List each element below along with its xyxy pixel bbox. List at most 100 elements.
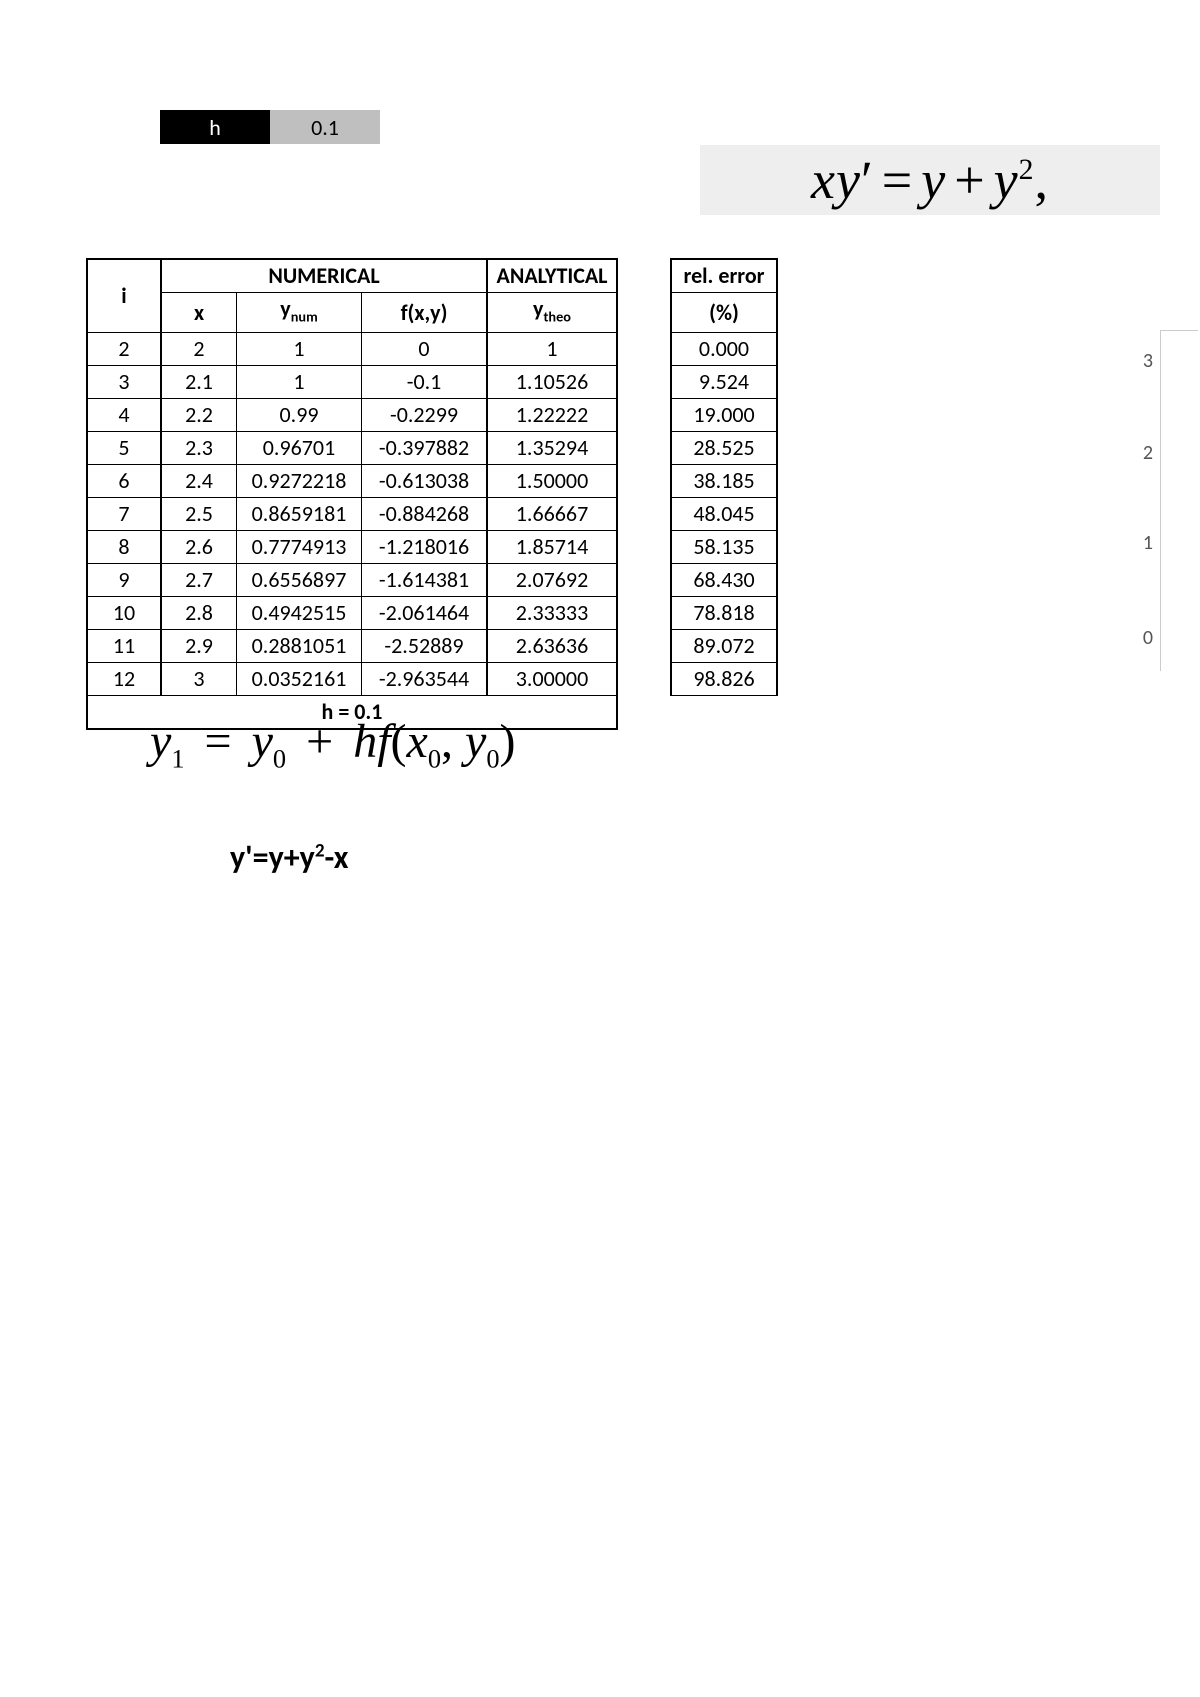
h-label: h <box>160 110 270 144</box>
table-row: 221010.000 <box>87 333 777 366</box>
cell-ytheo: 3.00000 <box>487 663 617 696</box>
cell-x: 2 <box>161 333 237 366</box>
header-fxy: f(x,y) <box>362 293 488 333</box>
gap-cell <box>617 696 671 730</box>
table-row: 72.50.8659181-0.8842681.66667 48.045 <box>87 498 777 531</box>
cell-x: 2.8 <box>161 597 237 630</box>
axis-label: 2 <box>1143 441 1153 465</box>
equation-xy-prime: xy′=y+y2, <box>700 145 1160 215</box>
cell-err: 0.000 <box>671 333 777 366</box>
cell-err: 58.135 <box>671 531 777 564</box>
header-percent: (%) <box>671 293 777 333</box>
cell-ynum: 0.7774913 <box>237 531 362 564</box>
cell-err: 78.818 <box>671 597 777 630</box>
cell-fxy: -2.061464 <box>362 597 488 630</box>
cell-i: 4 <box>87 399 161 432</box>
table-row: 82.60.7774913-1.2180161.85714 58.135 <box>87 531 777 564</box>
cell-ytheo: 2.63636 <box>487 630 617 663</box>
cell-i: 8 <box>87 531 161 564</box>
cell-ytheo: 1.50000 <box>487 465 617 498</box>
cell-fxy: -1.218016 <box>362 531 488 564</box>
cell-err: 48.045 <box>671 498 777 531</box>
cell-err: 9.524 <box>671 366 777 399</box>
cell-x: 2.9 <box>161 630 237 663</box>
cell-ynum: 0.96701 <box>237 432 362 465</box>
cell-x: 2.3 <box>161 432 237 465</box>
header-numerical: NUMERICAL <box>161 259 487 293</box>
equation-euler: y1 = y0 + hf(x0, y0) <box>150 714 516 775</box>
cell-i: 3 <box>87 366 161 399</box>
header-ytheo: ytheo <box>487 293 617 333</box>
cell-i: 6 <box>87 465 161 498</box>
results-table-wrap: i NUMERICAL ANALYTICAL rel. error x ynum… <box>86 258 778 730</box>
cell-ynum: 0.8659181 <box>237 498 362 531</box>
cell-ytheo: 2.33333 <box>487 597 617 630</box>
cell-fxy: -0.2299 <box>362 399 488 432</box>
gap-cell <box>617 531 671 564</box>
cell-ytheo: 1.10526 <box>487 366 617 399</box>
cell-x: 2.4 <box>161 465 237 498</box>
cell-x: 2.5 <box>161 498 237 531</box>
table-row: 32.11-0.11.105269.524 <box>87 366 777 399</box>
gap-cell <box>617 465 671 498</box>
cell-ynum: 0.0352161 <box>237 663 362 696</box>
cell-ytheo: 1.66667 <box>487 498 617 531</box>
cell-ytheo: 1.22222 <box>487 399 617 432</box>
cell-x: 2.1 <box>161 366 237 399</box>
cell-ynum: 0.2881051 <box>237 630 362 663</box>
table-row: 52.30.96701-0.3978821.3529428.525 <box>87 432 777 465</box>
axis-labels: 3 2 1 0 <box>1160 330 1198 671</box>
axis-label: 1 <box>1143 531 1153 555</box>
table-body: 221010.00032.11-0.11.105269.52442.20.99-… <box>87 333 777 696</box>
cell-i: 12 <box>87 663 161 696</box>
cell-fxy: -0.884268 <box>362 498 488 531</box>
cell-x: 2.6 <box>161 531 237 564</box>
gap-cell <box>617 399 671 432</box>
cell-fxy: -0.397882 <box>362 432 488 465</box>
cell-ytheo: 1.85714 <box>487 531 617 564</box>
axis-label: 0 <box>1143 626 1153 650</box>
cell-fxy: -2.963544 <box>362 663 488 696</box>
axis-label: 3 <box>1143 349 1153 373</box>
cell-err: 68.430 <box>671 564 777 597</box>
results-table: i NUMERICAL ANALYTICAL rel. error x ynum… <box>86 258 778 730</box>
cell-err: 89.072 <box>671 630 777 663</box>
cell-fxy: -0.613038 <box>362 465 488 498</box>
gap-cell <box>617 498 671 531</box>
cell-i: 7 <box>87 498 161 531</box>
h-parameter-box: h 0.1 <box>160 110 380 144</box>
equation-yprime: y'=y+y2-x <box>230 838 349 877</box>
header-i: i <box>87 259 161 333</box>
table-row: 1230.0352161-2.9635443.00000 98.826 <box>87 663 777 696</box>
cell-x: 3 <box>161 663 237 696</box>
table-row: 62.40.9272218-0.6130381.5000038.185 <box>87 465 777 498</box>
gap-cell <box>617 293 671 333</box>
cell-fxy: -2.52889 <box>362 630 488 663</box>
cell-i: 10 <box>87 597 161 630</box>
header-ynum: ynum <box>237 293 362 333</box>
header-analytical: ANALYTICAL <box>487 259 617 293</box>
cell-i: 11 <box>87 630 161 663</box>
table-row: 102.80.4942515-2.0614642.3333378.818 <box>87 597 777 630</box>
gap-cell <box>617 597 671 630</box>
cell-err: 38.185 <box>671 465 777 498</box>
cell-x: 2.7 <box>161 564 237 597</box>
table-row: 112.90.2881051-2.528892.63636 89.072 <box>87 630 777 663</box>
table-row: 92.70.6556897-1.6143812.0769268.430 <box>87 564 777 597</box>
gap-cell <box>617 630 671 663</box>
cell-i: 2 <box>87 333 161 366</box>
cell-ytheo: 2.07692 <box>487 564 617 597</box>
header-x: x <box>161 293 237 333</box>
gap-cell <box>617 259 671 293</box>
header-rel-error: rel. error <box>671 259 777 293</box>
gap-cell <box>617 366 671 399</box>
cell-ynum: 1 <box>237 333 362 366</box>
gap-cell <box>617 432 671 465</box>
gap-cell <box>617 663 671 696</box>
cell-ynum: 0.99 <box>237 399 362 432</box>
cell-i: 9 <box>87 564 161 597</box>
cell-err: 28.525 <box>671 432 777 465</box>
cell-ynum: 0.6556897 <box>237 564 362 597</box>
cell-ytheo: 1.35294 <box>487 432 617 465</box>
cell-err: 98.826 <box>671 663 777 696</box>
